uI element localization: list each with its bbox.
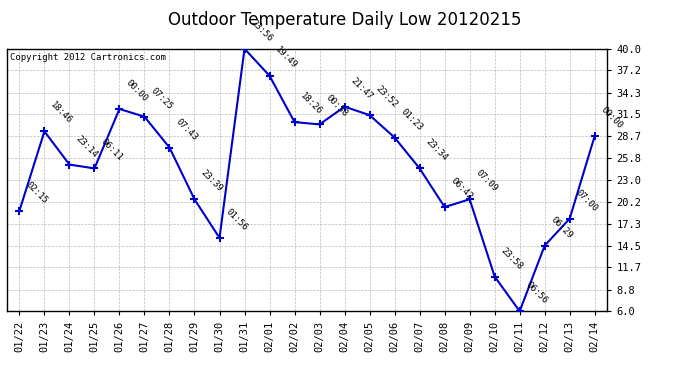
Text: 07:00: 07:00 bbox=[574, 188, 599, 213]
Text: 06:56: 06:56 bbox=[524, 280, 549, 306]
Text: 18:26: 18:26 bbox=[299, 91, 324, 117]
Text: Outdoor Temperature Daily Low 20120215: Outdoor Temperature Daily Low 20120215 bbox=[168, 11, 522, 29]
Text: 19:49: 19:49 bbox=[274, 45, 299, 70]
Text: 23:52: 23:52 bbox=[374, 84, 399, 109]
Text: 23:58: 23:58 bbox=[499, 246, 524, 271]
Text: 07:25: 07:25 bbox=[148, 86, 174, 111]
Text: 23:56: 23:56 bbox=[248, 18, 274, 43]
Text: 07:43: 07:43 bbox=[174, 117, 199, 142]
Text: 23:34: 23:34 bbox=[424, 138, 449, 163]
Text: 07:09: 07:09 bbox=[474, 168, 499, 194]
Text: 00:38: 00:38 bbox=[324, 93, 349, 119]
Text: 06:29: 06:29 bbox=[549, 215, 574, 240]
Text: 06:42: 06:42 bbox=[448, 176, 474, 201]
Text: 23:14: 23:14 bbox=[74, 134, 99, 159]
Text: 01:23: 01:23 bbox=[399, 106, 424, 132]
Text: 23:39: 23:39 bbox=[199, 168, 224, 194]
Text: 18:46: 18:46 bbox=[48, 100, 74, 126]
Text: 02:15: 02:15 bbox=[23, 180, 49, 206]
Text: 00:00: 00:00 bbox=[599, 105, 624, 130]
Text: Copyright 2012 Cartronics.com: Copyright 2012 Cartronics.com bbox=[10, 53, 166, 62]
Text: 06:11: 06:11 bbox=[99, 138, 124, 163]
Text: 21:47: 21:47 bbox=[348, 76, 374, 101]
Text: 01:56: 01:56 bbox=[224, 207, 249, 232]
Text: 00:00: 00:00 bbox=[124, 78, 149, 104]
